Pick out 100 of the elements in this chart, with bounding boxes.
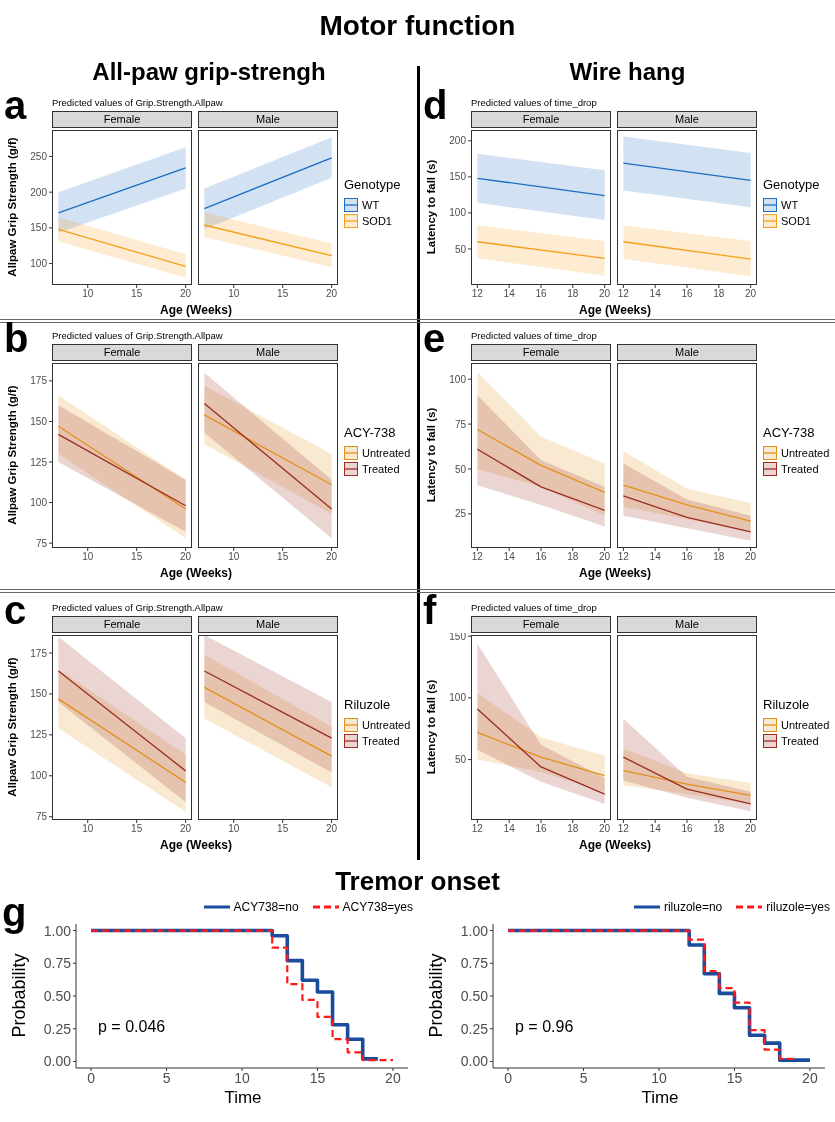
- y-tick-label: 100: [30, 497, 48, 509]
- y-tick-label: 75: [35, 537, 48, 549]
- y-axis-title: Allpaw Grip Strength (g/f): [6, 136, 18, 277]
- y-tick-label: 0.00: [43, 1053, 72, 1070]
- x-tick-label: 10: [234, 1069, 250, 1086]
- y-axis-title: Allpaw Grip Strength (g/f): [6, 656, 18, 797]
- annotation: p = 0.046: [98, 1018, 166, 1036]
- x-tick-label: 12: [471, 288, 484, 300]
- chart-title: Male: [617, 344, 757, 361]
- y-tick-label: 150: [30, 415, 48, 427]
- chart-subtitle: Predicted values of time_drop: [471, 602, 597, 613]
- x-tick-label: 10: [82, 288, 94, 300]
- chart-title: Female: [52, 616, 192, 633]
- x-tick-label: 14: [649, 288, 662, 300]
- x-tick-label: 20: [326, 823, 338, 835]
- x-tick-label: 15: [277, 551, 289, 563]
- y-axis-title: Probability: [425, 952, 447, 1038]
- y-tick-label: 1.00: [460, 922, 489, 939]
- y-axis-title: Latency to fall (s): [425, 159, 438, 254]
- x-tick-label: 15: [131, 288, 143, 300]
- y-tick-label: 75: [454, 418, 467, 430]
- y-tick-label: 0.50: [43, 987, 72, 1004]
- y-tick-label: 100: [30, 770, 48, 782]
- x-tick-label: 15: [309, 1069, 326, 1086]
- x-tick-label: 18: [567, 551, 579, 563]
- x-tick-label: 20: [745, 823, 757, 835]
- chart-title: Male: [198, 616, 338, 633]
- x-tick-label: 10: [228, 551, 240, 563]
- legend-title: Riluzole: [344, 696, 392, 712]
- y-tick-label: 100: [449, 692, 467, 704]
- x-tick-label: 16: [535, 823, 547, 835]
- legend-label: SOD1: [362, 214, 392, 227]
- x-axis-title: Time: [223, 1088, 263, 1108]
- y-axis-title: Latency to fall (s): [425, 407, 438, 502]
- x-tick-label: 20: [745, 288, 757, 300]
- legend-label: WT: [781, 198, 799, 211]
- legend-title: ACY-738: [763, 424, 816, 440]
- text: Motor function: [318, 10, 517, 42]
- chart-title: Male: [617, 111, 757, 128]
- x-tick-label: 15: [131, 551, 143, 563]
- x-axis-title: Age (Weeks): [578, 566, 652, 580]
- y-tick-label: 0.25: [460, 1020, 489, 1037]
- x-tick-label: 20: [385, 1069, 401, 1086]
- y-tick-label: 150: [30, 222, 48, 234]
- y-tick-label: 75: [35, 811, 48, 823]
- y-tick-label: 175: [30, 375, 48, 387]
- x-tick-label: 10: [82, 551, 94, 563]
- legend-label: riluzole=no: [663, 900, 723, 914]
- x-tick-label: 20: [745, 551, 757, 563]
- text: a: [4, 83, 27, 127]
- y-tick-label: 0.50: [460, 987, 489, 1004]
- legend-label: Treated: [781, 462, 819, 475]
- chart-subtitle: Predicted values of time_drop: [471, 97, 597, 108]
- legend-label: Untreated: [362, 446, 411, 459]
- legend-label: Untreated: [362, 718, 411, 731]
- y-tick-label: 0.75: [43, 955, 72, 972]
- y-tick-label: 125: [30, 729, 48, 741]
- y-tick-label: 50: [454, 463, 467, 475]
- x-tick-label: 20: [802, 1069, 818, 1086]
- text: All-paw grip-strengh: [92, 58, 326, 85]
- legend-label: ACY738=yes: [342, 900, 413, 914]
- x-tick-label: 5: [579, 1069, 588, 1086]
- y-tick-label: 125: [30, 456, 48, 468]
- x-tick-label: 16: [681, 823, 693, 835]
- chart-title: Male: [198, 344, 338, 361]
- x-tick-label: 14: [503, 288, 516, 300]
- chart-title: Male: [617, 616, 757, 633]
- text: d: [423, 83, 448, 127]
- text: c: [4, 588, 27, 632]
- x-tick-label: 12: [617, 823, 630, 835]
- legend-label: SOD1: [781, 214, 811, 227]
- text: Wire hang: [569, 58, 686, 85]
- chart-title: Male: [198, 111, 338, 128]
- chart-title: Female: [471, 344, 611, 361]
- x-tick-label: 20: [180, 288, 192, 300]
- x-tick-label: 15: [277, 823, 289, 835]
- x-tick-label: 12: [617, 551, 630, 563]
- x-tick-label: 15: [726, 1069, 743, 1086]
- x-axis-title: Age (Weeks): [159, 303, 233, 317]
- x-axis-title: Time: [640, 1088, 680, 1108]
- y-tick-label: 150: [449, 171, 467, 183]
- x-tick-label: 20: [599, 551, 611, 563]
- text: b: [4, 316, 29, 360]
- y-tick-label: 25: [454, 508, 467, 520]
- x-tick-label: 18: [713, 551, 725, 563]
- x-tick-label: 20: [326, 551, 338, 563]
- y-tick-label: 150: [449, 630, 467, 642]
- x-axis-title: Age (Weeks): [159, 566, 233, 580]
- y-tick-label: 100: [449, 373, 467, 385]
- x-axis-title: Age (Weeks): [578, 303, 652, 317]
- legend-label: Untreated: [781, 446, 830, 459]
- legend-title: Genotype: [344, 176, 401, 192]
- y-tick-label: 200: [30, 186, 48, 198]
- legend-title: Riluzole: [763, 696, 811, 712]
- x-tick-label: 14: [649, 551, 662, 563]
- legend-label: Treated: [781, 734, 819, 747]
- x-tick-label: 18: [567, 288, 579, 300]
- x-tick-label: 10: [82, 823, 94, 835]
- text: Tremor onset: [335, 866, 500, 896]
- y-tick-label: 1.00: [43, 922, 72, 939]
